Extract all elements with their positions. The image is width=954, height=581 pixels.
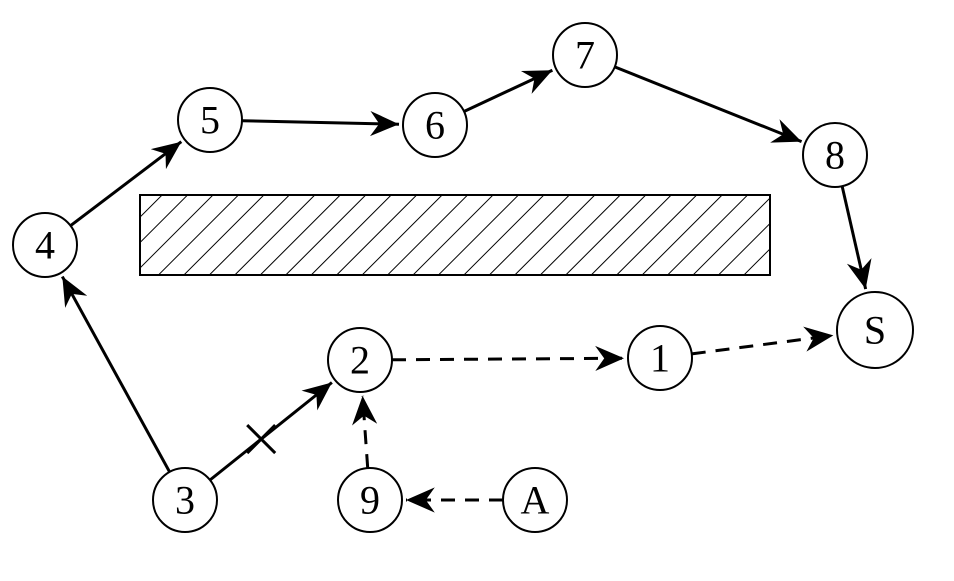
- node-4: 4: [13, 213, 77, 277]
- node-label-4: 4: [35, 223, 55, 268]
- edge-7-8: [615, 67, 802, 142]
- node-label-8: 8: [825, 133, 845, 178]
- node-7: 7: [553, 23, 617, 87]
- node-label-S: S: [864, 308, 886, 353]
- edge-1-S: [692, 335, 834, 353]
- node-label-2: 2: [350, 338, 370, 383]
- edge-5-6: [242, 121, 399, 124]
- edge-8-S: [842, 186, 866, 289]
- node-label-3: 3: [175, 478, 195, 523]
- edge-3-4: [62, 277, 169, 472]
- node-1: 1: [628, 326, 692, 390]
- node-9: 9: [338, 468, 402, 532]
- node-label-9: 9: [360, 478, 380, 523]
- edge-3-2: [210, 382, 332, 480]
- node-label-A: A: [521, 478, 550, 523]
- edge-9-2: [363, 396, 368, 468]
- node-label-5: 5: [200, 98, 220, 143]
- node-3: 3: [153, 468, 217, 532]
- node-6: 6: [403, 93, 467, 157]
- node-5: 5: [178, 88, 242, 152]
- edge-6-7: [464, 70, 552, 111]
- node-label-1: 1: [650, 336, 670, 381]
- edge-2-1: [392, 358, 624, 360]
- graph-diagram: S 1 2 3 4 5 6 7 8 9 A: [0, 0, 954, 581]
- node-S: S: [837, 292, 913, 368]
- node-8: 8: [803, 123, 867, 187]
- node-A: A: [503, 468, 567, 532]
- node-label-6: 6: [425, 103, 445, 148]
- obstacle-block: [140, 195, 770, 275]
- node-2: 2: [328, 328, 392, 392]
- node-label-7: 7: [575, 33, 595, 78]
